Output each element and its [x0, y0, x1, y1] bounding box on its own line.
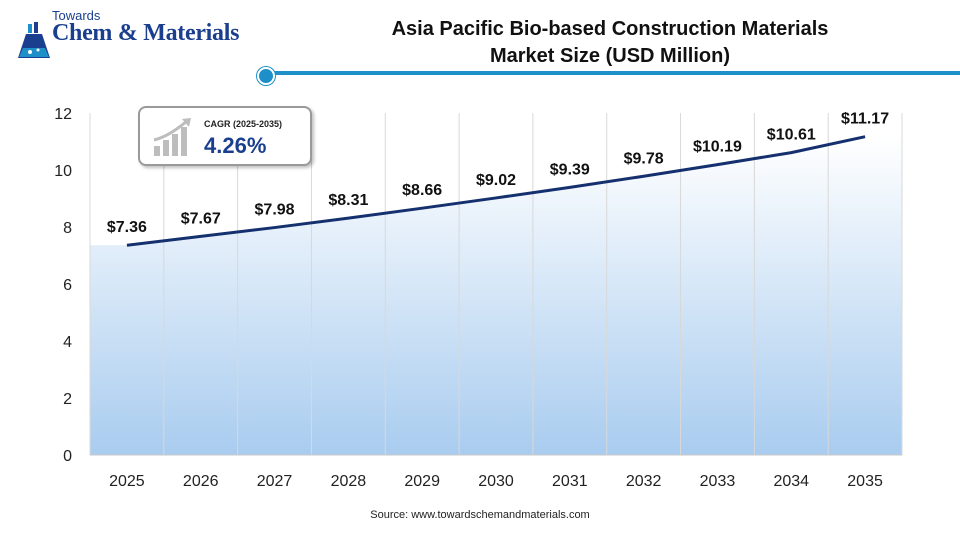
growth-chart-icon — [153, 118, 191, 156]
data-label: $7.36 — [107, 219, 147, 236]
y-tick-label: 4 — [63, 334, 72, 351]
data-label: $7.98 — [255, 202, 295, 219]
x-tick-label: 2028 — [331, 473, 367, 490]
y-tick-label: 8 — [63, 220, 72, 237]
x-tick-label: 2031 — [552, 473, 588, 490]
brand-logo: Towards Chem & Materials — [14, 8, 264, 68]
x-tick-label: 2030 — [478, 473, 514, 490]
data-label: $9.78 — [624, 150, 664, 167]
data-label: $8.66 — [402, 182, 442, 199]
data-label: $9.39 — [550, 161, 590, 178]
x-tick-label: 2035 — [847, 473, 883, 490]
source-note: Source: www.towardschemandmaterials.com — [370, 509, 590, 521]
title-divider — [264, 71, 960, 75]
y-tick-label: 10 — [54, 163, 72, 180]
flask-logo-icon — [18, 22, 50, 58]
data-label: $9.02 — [476, 172, 516, 189]
data-label: $11.17 — [841, 111, 889, 128]
y-tick-label: 2 — [63, 391, 72, 408]
x-tick-label: 2025 — [109, 473, 145, 490]
chart-title: Asia Pacific Bio-based Construction Mate… — [330, 16, 890, 70]
logo-brand-text: Chem & Materials — [52, 20, 240, 46]
data-label: $10.61 — [767, 127, 816, 144]
chart-title-line2: Market Size (USD Million) — [489, 45, 731, 67]
x-tick-label: 2026 — [183, 473, 219, 490]
data-label: $8.31 — [328, 192, 368, 209]
x-tick-label: 2029 — [404, 473, 440, 490]
cagr-label: CAGR (2025-2035) — [204, 119, 283, 129]
logo-towards-text: Towards — [52, 8, 101, 23]
title-divider-dot — [257, 67, 275, 85]
y-tick-label: 6 — [63, 277, 72, 294]
y-tick-label: 0 — [63, 448, 72, 465]
x-tick-label: 2027 — [257, 473, 293, 490]
x-tick-label: 2032 — [626, 473, 662, 490]
data-label: $7.67 — [181, 210, 221, 227]
area-fill — [90, 136, 902, 455]
series-line — [126, 135, 866, 247]
cagr-callout: CAGR (2025-2035) 4.26% — [138, 106, 312, 166]
x-tick-label: 2034 — [773, 473, 809, 490]
chart-title-line1: Asia Pacific Bio-based Construction Mate… — [391, 18, 829, 40]
x-tick-label: 2033 — [700, 473, 736, 490]
data-label: $10.19 — [693, 139, 742, 156]
cagr-value: 4.26% — [204, 133, 267, 158]
y-tick-label: 12 — [54, 106, 72, 123]
